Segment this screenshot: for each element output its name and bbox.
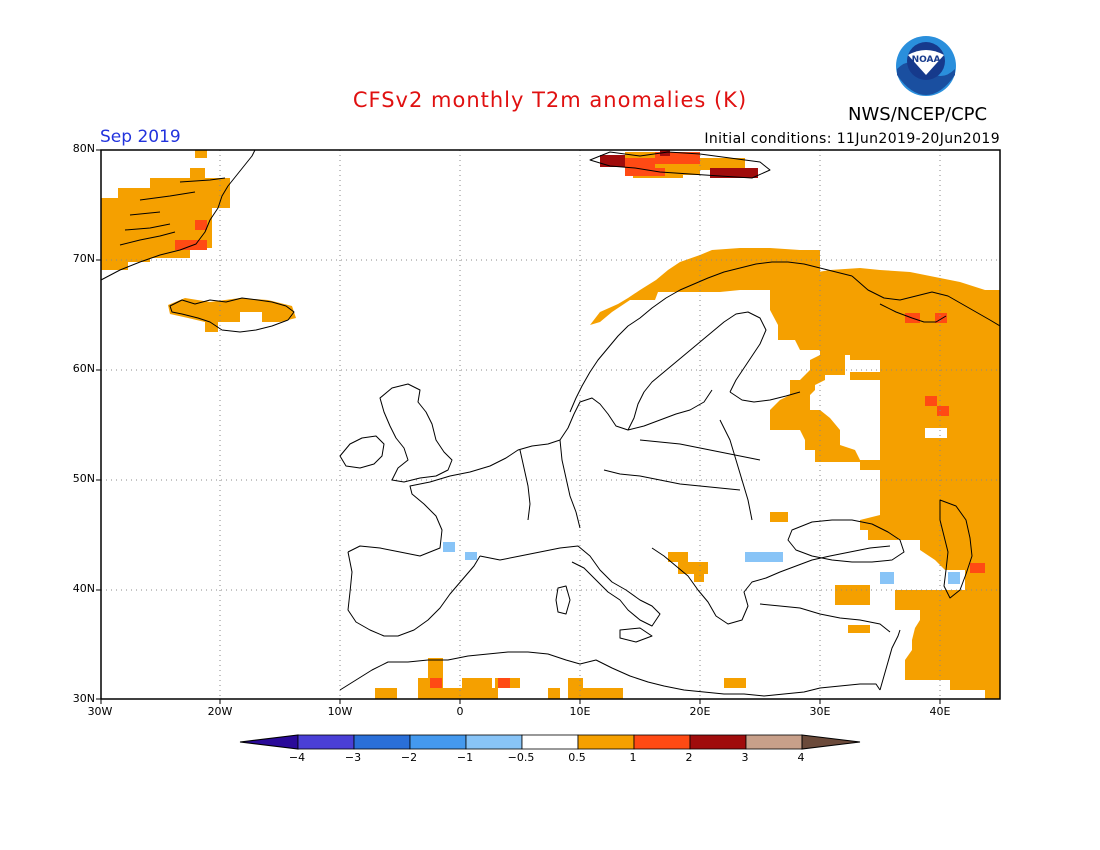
lon-label-30w: 30W: [87, 705, 113, 718]
colorbar-segment: [633, 734, 691, 750]
colorbar-label: 2: [685, 751, 693, 764]
graticule: [101, 150, 1000, 699]
anomaly-fill-lightblue: [443, 542, 960, 584]
lon-label-30e: 30E: [809, 705, 831, 718]
initial-conditions: Initial conditions: 11Jun2019-20Jun2019: [704, 131, 1000, 147]
coastlines: [101, 150, 1000, 697]
anomaly-fill-darkred: [600, 150, 758, 178]
colorbar-segment: [521, 734, 579, 750]
map-frame: [100, 149, 1001, 700]
lat-label-60n: 60N: [72, 362, 95, 375]
colorbar-label: −2: [400, 751, 418, 764]
colorbar-segment: [409, 734, 467, 750]
anomaly-fill-orange: [101, 150, 1000, 699]
chart-title: CFSv2 monthly T2m anomalies (K): [352, 88, 748, 112]
lon-label-20w: 20W: [207, 705, 233, 718]
lat-label-40n: 40N: [72, 582, 95, 595]
colorbar-label: 0.5: [568, 751, 586, 764]
colorbar-label: −3: [344, 751, 362, 764]
colorbar-segment: [689, 734, 747, 750]
colorbar-label: −4: [288, 751, 306, 764]
colorbar-label: 3: [741, 751, 749, 764]
colorbar-label: −0.5: [507, 751, 535, 764]
colorbar-segment: [465, 734, 523, 750]
month-label: Sep 2019: [100, 127, 181, 147]
colorbar-segment: [745, 734, 803, 750]
noaa-logo: NOAA: [896, 36, 956, 96]
lat-label-30n: 30N: [72, 692, 95, 705]
colorbar-label: 4: [797, 751, 805, 764]
lon-label-10w: 10W: [327, 705, 353, 718]
noaa-logo-text: NOAA: [912, 55, 941, 65]
lon-label-0: 0: [456, 705, 464, 718]
colorbar-segment: [239, 734, 299, 750]
colorbar-segment: [801, 734, 861, 750]
organization-label: NWS/NCEP/CPC: [848, 104, 988, 125]
lat-label-80n: 80N: [72, 142, 95, 155]
colorbar-label: 1: [629, 751, 637, 764]
colorbar-segment: [297, 734, 355, 750]
colorbar-segment: [577, 734, 635, 750]
colorbar-label: −1: [456, 751, 474, 764]
lat-label-70n: 70N: [72, 252, 95, 265]
map-ticks: [96, 149, 941, 704]
colorbar-segment: [353, 734, 411, 750]
lat-label-50n: 50N: [72, 472, 95, 485]
colorbar: [239, 734, 861, 750]
lon-label-10e: 10E: [569, 705, 591, 718]
lon-label-20e: 20E: [689, 705, 711, 718]
lon-label-40e: 40E: [929, 705, 951, 718]
